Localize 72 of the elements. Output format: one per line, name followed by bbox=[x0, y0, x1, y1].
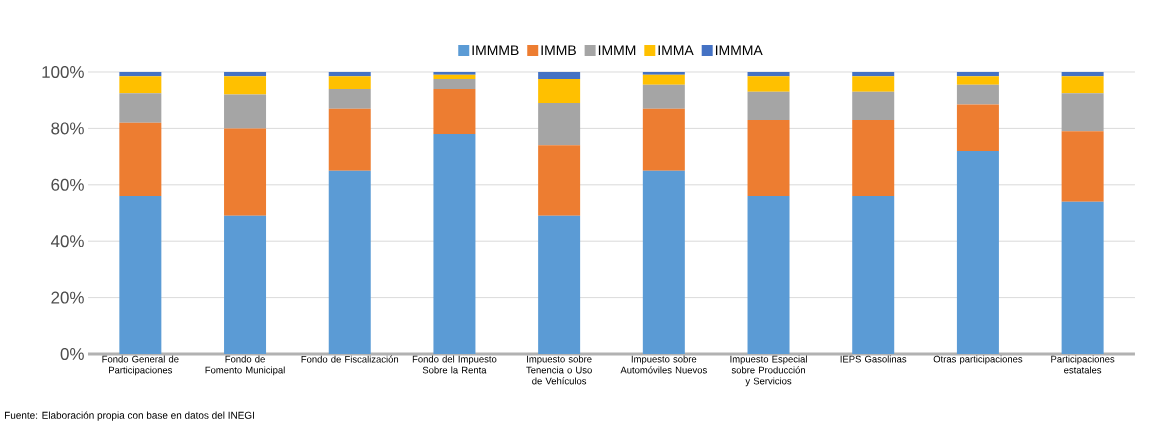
bar bbox=[433, 79, 476, 89]
bar bbox=[328, 76, 371, 89]
x-tick-label: IEPS Gasolinas bbox=[840, 355, 907, 363]
bar bbox=[119, 196, 162, 354]
legend-label: IMMMA bbox=[715, 45, 763, 56]
bar bbox=[747, 72, 790, 77]
bar bbox=[852, 91, 895, 120]
bar bbox=[328, 108, 371, 171]
x-tick-label: Otras participaciones bbox=[933, 355, 1023, 365]
source-note: Fuente: Elaboración propia con base en datos del INEGI bbox=[5, 411, 254, 421]
y-tick-label: 80% bbox=[51, 122, 84, 135]
bar bbox=[642, 84, 685, 109]
bar bbox=[224, 215, 267, 354]
x-tick-label: Impuesto Especial sobre Producción y Servicios bbox=[730, 355, 807, 387]
bar bbox=[328, 170, 371, 354]
bar bbox=[538, 72, 581, 80]
bar bbox=[642, 74, 685, 85]
y-tick-label: 40% bbox=[50, 235, 84, 248]
bar bbox=[956, 150, 999, 354]
bar bbox=[852, 72, 895, 77]
x-tick-label: Fondo del Impuesto Sobre la Renta bbox=[412, 355, 497, 374]
bar bbox=[852, 76, 895, 92]
bar bbox=[642, 170, 685, 354]
bar bbox=[747, 196, 790, 354]
bar bbox=[538, 145, 581, 216]
bar bbox=[642, 72, 685, 75]
legend-label: IMMMB bbox=[472, 45, 519, 56]
bar bbox=[747, 91, 790, 120]
bar bbox=[1061, 201, 1104, 354]
bar bbox=[1061, 72, 1104, 77]
bar bbox=[119, 122, 162, 197]
x-tick-label: Impuesto sobre Automóviles Nuevos bbox=[620, 355, 707, 374]
bar bbox=[224, 94, 267, 129]
bar bbox=[433, 74, 476, 80]
bar bbox=[433, 72, 476, 75]
x-tick-label: Participaciones estatales bbox=[1051, 355, 1115, 374]
x-tick-label: Fondo de Fomento Municipal bbox=[205, 355, 285, 376]
legend-label: IMMM bbox=[598, 45, 636, 56]
bar bbox=[224, 72, 267, 77]
bar bbox=[642, 108, 685, 171]
bar bbox=[538, 215, 581, 354]
bar bbox=[1061, 131, 1104, 202]
y-tick-label: 20% bbox=[51, 291, 84, 304]
bar bbox=[956, 84, 999, 105]
bar bbox=[852, 196, 895, 354]
bar bbox=[538, 103, 581, 146]
bar bbox=[328, 88, 371, 109]
bar bbox=[224, 76, 267, 95]
bar bbox=[956, 76, 999, 85]
bar bbox=[538, 79, 581, 104]
bar bbox=[852, 119, 895, 197]
y-tick-label: 100% bbox=[42, 66, 84, 78]
bar bbox=[433, 134, 476, 354]
x-tick-label: Impuesto sobre Tenencia o Uso de Vehículos bbox=[526, 355, 592, 385]
bar bbox=[1061, 76, 1104, 94]
x-tick-label: Fondo General de Participaciones bbox=[102, 355, 179, 376]
y-tick-label: 60% bbox=[51, 178, 84, 191]
bar bbox=[119, 93, 162, 123]
bar bbox=[119, 76, 162, 94]
bar bbox=[328, 72, 371, 77]
bar bbox=[956, 72, 999, 77]
bar bbox=[747, 76, 790, 92]
x-tick-label: Fondo de Fiscalización bbox=[301, 355, 399, 363]
bar bbox=[956, 104, 999, 151]
legend-label: IMMB bbox=[541, 45, 576, 56]
y-tick-label: 0% bbox=[60, 348, 84, 360]
legend-label: IMMA bbox=[658, 45, 694, 56]
bar bbox=[1061, 93, 1104, 132]
bar bbox=[224, 128, 267, 216]
bar bbox=[119, 72, 162, 77]
bar bbox=[433, 88, 476, 135]
bar bbox=[747, 119, 790, 197]
